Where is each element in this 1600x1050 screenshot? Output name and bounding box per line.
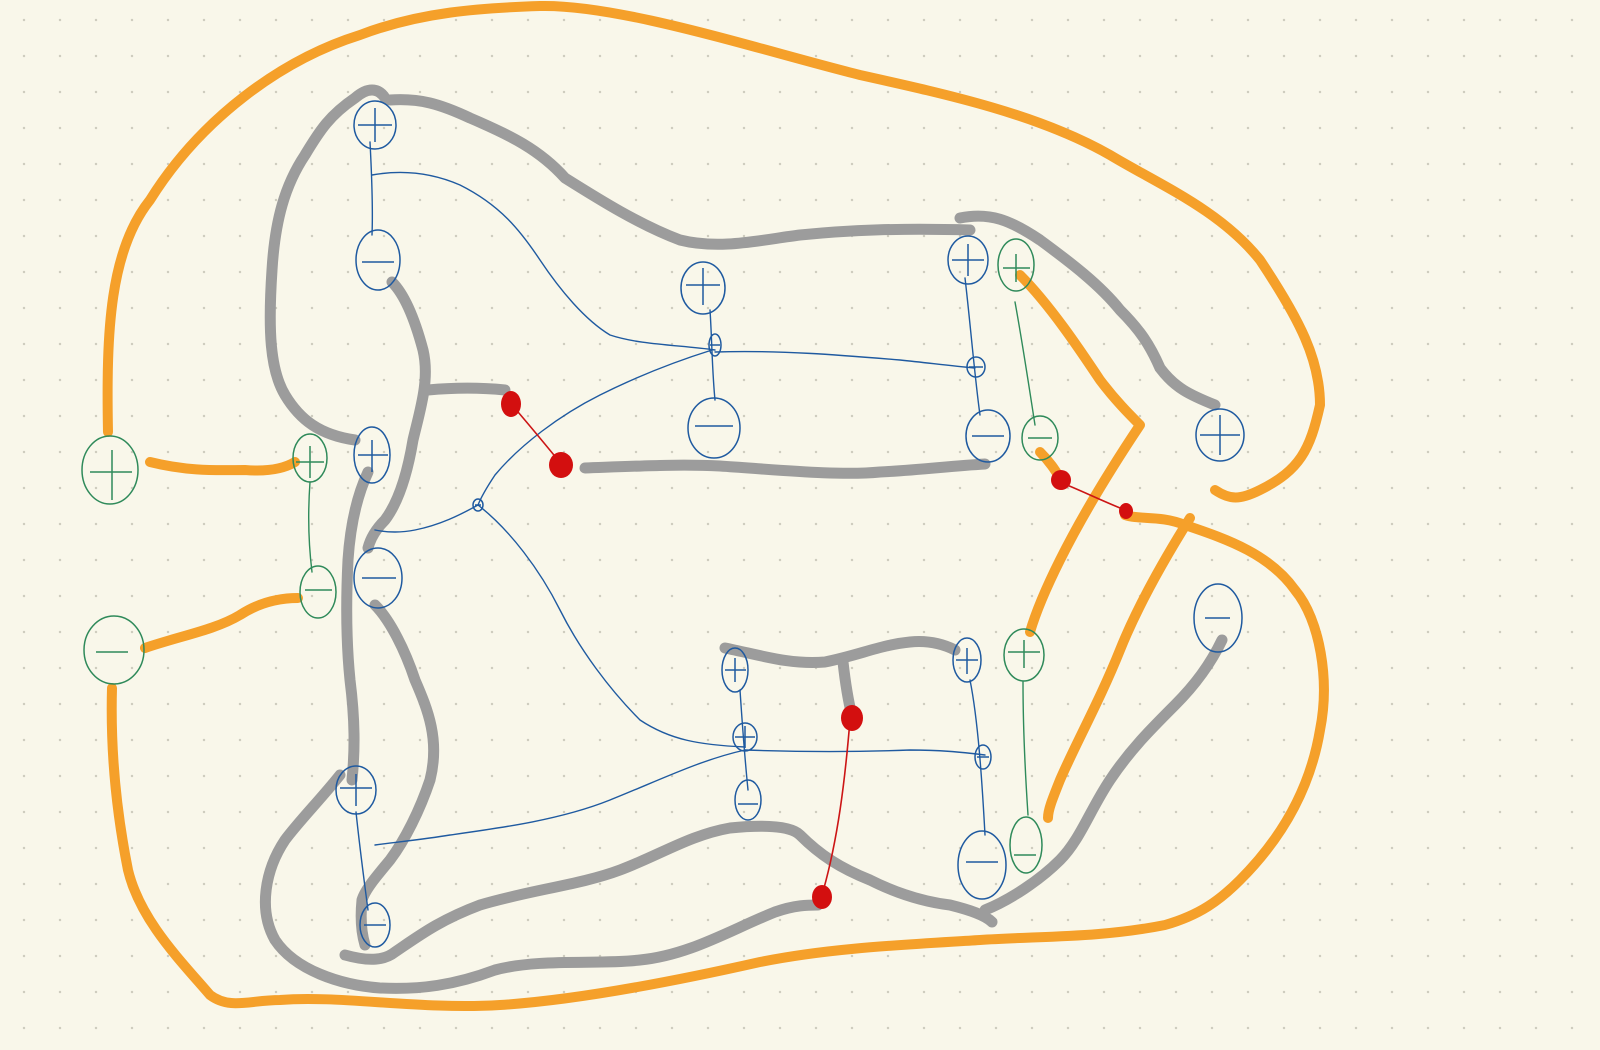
blue-thin-wires — [355, 141, 986, 911]
minus-terminal — [299, 565, 337, 619]
gray-center-left — [362, 276, 431, 554]
gray-top-arc — [384, 94, 976, 250]
gray-left-lower — [355, 599, 440, 951]
orange-wires — [102, 0, 1329, 1012]
red-connections — [501, 391, 1133, 909]
minus-terminal — [1009, 816, 1043, 874]
gray-upper-right-arc — [954, 210, 1221, 411]
orange-outer-loop-bottom — [106, 510, 1329, 1012]
red-dot-4 — [1119, 503, 1133, 519]
plus-terminal — [1195, 408, 1245, 462]
junction-node — [732, 722, 758, 752]
red-link-bottom — [821, 719, 851, 896]
red-dot-6 — [812, 885, 832, 909]
orange-left-plus-link — [145, 457, 300, 476]
red-dot-1 — [501, 391, 521, 417]
plus-terminal — [335, 765, 377, 815]
blue-right-vertical — [964, 277, 981, 416]
blue-lower-vertical — [739, 689, 749, 791]
blue-terminals — [335, 100, 1245, 948]
junction-node — [708, 333, 722, 357]
blue-top-to-center — [371, 171, 716, 351]
minus-terminal — [687, 397, 741, 459]
blue-left-top-vertical — [369, 141, 374, 236]
minus-terminal — [734, 779, 762, 821]
red-dot-5 — [841, 705, 863, 731]
plus-terminal — [721, 647, 749, 693]
gray-bottom-center-bar — [719, 636, 961, 669]
gray-stub-to-red — [422, 382, 511, 396]
blue-left-lower-vertical — [355, 811, 369, 911]
plus-terminal — [81, 435, 139, 505]
gray-wires — [259, 84, 1228, 994]
blue-center-to-left-junction — [477, 349, 713, 506]
minus-terminal — [83, 615, 145, 685]
green-terminals — [81, 238, 1059, 874]
orange-right-diagonal-1 — [1015, 270, 1145, 637]
green-left-vertical — [307, 481, 313, 573]
minus-terminal — [355, 229, 401, 291]
red-link-upper-left — [511, 404, 559, 461]
plus-terminal — [680, 261, 726, 315]
minus-terminal — [353, 547, 403, 609]
orange-outer-loop-top — [102, 0, 1325, 503]
orange-right-diagonal-2 — [1043, 513, 1195, 823]
green-right-lower-vertical — [1022, 681, 1029, 816]
gray-mid-horizontal — [579, 458, 991, 479]
plus-terminal — [292, 433, 328, 483]
red-dot-2 — [549, 452, 573, 478]
junction-node — [966, 356, 986, 378]
blue-center-horizontal — [714, 350, 976, 369]
blue-left-junction-to-left — [374, 504, 479, 533]
plus-terminal — [947, 235, 989, 285]
plus-terminal — [353, 100, 397, 150]
minus-terminal — [1021, 415, 1059, 461]
plus-terminal — [353, 426, 391, 484]
green-thin-wires — [307, 301, 1036, 816]
minus-terminal — [957, 830, 1007, 900]
blue-left-junction-down — [477, 504, 746, 748]
junction-node — [472, 498, 484, 512]
plus-terminal — [997, 238, 1035, 292]
gray-bottom-right-diag — [979, 634, 1228, 916]
blue-lower-right-vertical — [969, 679, 986, 836]
plus-terminal — [1003, 628, 1045, 682]
junction-node — [974, 744, 992, 770]
gray-upper-left-loop — [264, 84, 391, 446]
blue-lower-to-left — [374, 749, 746, 846]
blue-lower-horizontal — [744, 749, 986, 756]
minus-terminal — [965, 409, 1011, 463]
gray-bottom-left-loop — [259, 769, 824, 994]
minus-terminal — [1193, 583, 1243, 653]
gray-left-vertical — [341, 466, 374, 786]
minus-terminal — [359, 902, 391, 948]
orange-left-minus-link — [140, 593, 303, 653]
green-right-upper-vertical — [1014, 301, 1036, 426]
red-dot-3 — [1051, 470, 1071, 490]
gray-bottom-main — [339, 820, 998, 965]
plus-terminal — [952, 637, 982, 683]
